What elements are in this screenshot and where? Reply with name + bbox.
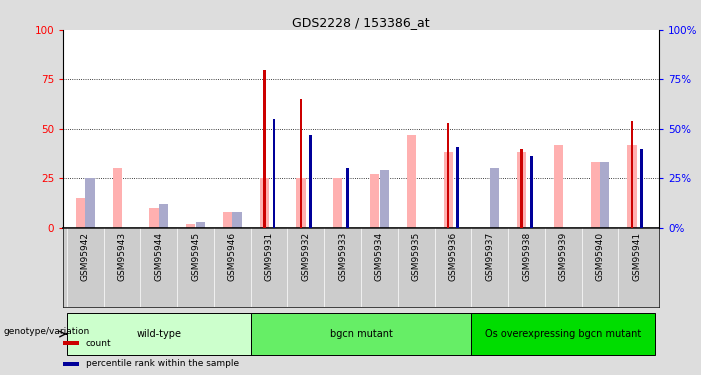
Bar (517, 153, 526, 228)
Text: GSM95939: GSM95939 (559, 231, 568, 281)
Bar (149, 208, 158, 228)
Bar (520, 148, 523, 228)
Bar (530, 156, 533, 228)
Text: GSM95934: GSM95934 (375, 231, 384, 280)
Bar (444, 153, 453, 228)
Text: GSM95933: GSM95933 (338, 231, 347, 281)
Text: GSM95943: GSM95943 (118, 231, 126, 280)
Text: GSM95936: GSM95936 (449, 231, 458, 281)
Bar (346, 168, 348, 228)
Title: GDS2228 / 153386_at: GDS2228 / 153386_at (292, 16, 430, 29)
Bar (86, 178, 95, 228)
Bar (76, 198, 85, 228)
Bar (456, 147, 459, 228)
Bar (300, 99, 302, 228)
Text: GSM95935: GSM95935 (411, 231, 421, 281)
Text: GSM95944: GSM95944 (154, 231, 163, 280)
Bar (297, 178, 306, 228)
Bar (196, 222, 205, 228)
Text: wild-type: wild-type (136, 329, 182, 339)
Bar (309, 135, 312, 228)
Bar (333, 178, 343, 228)
Bar (591, 162, 600, 228)
Text: percentile rank within the sample: percentile rank within the sample (86, 359, 239, 368)
Bar (379, 170, 389, 228)
Bar (159, 204, 168, 228)
Text: GSM95932: GSM95932 (301, 231, 311, 280)
Bar (233, 212, 242, 228)
Bar (273, 119, 275, 228)
Text: GSM95937: GSM95937 (485, 231, 494, 281)
Bar (113, 168, 122, 228)
Text: count: count (86, 339, 111, 348)
Bar (259, 178, 269, 228)
Bar (627, 145, 637, 228)
Bar (263, 69, 266, 228)
Bar (447, 123, 449, 228)
Bar (407, 135, 416, 228)
Text: GSM95946: GSM95946 (228, 231, 237, 280)
Text: GSM95940: GSM95940 (596, 231, 604, 280)
Text: GSM95941: GSM95941 (632, 231, 641, 280)
Bar (223, 212, 232, 228)
Text: genotype/variation: genotype/variation (4, 327, 90, 336)
Text: GSM95942: GSM95942 (81, 231, 90, 280)
Text: GSM95938: GSM95938 (522, 231, 531, 281)
Bar (641, 148, 643, 228)
Bar (471, 313, 655, 355)
Bar (67, 313, 251, 355)
Text: bgcn mutant: bgcn mutant (329, 329, 393, 339)
Text: GSM95931: GSM95931 (264, 231, 273, 281)
Bar (554, 145, 563, 228)
Bar (370, 174, 379, 228)
Bar (600, 162, 609, 228)
Bar (251, 313, 471, 355)
Bar (631, 121, 634, 228)
Text: Os overexpressing bgcn mutant: Os overexpressing bgcn mutant (485, 329, 641, 339)
Text: GSM95945: GSM95945 (191, 231, 200, 280)
Bar (490, 168, 499, 228)
Bar (186, 224, 196, 228)
